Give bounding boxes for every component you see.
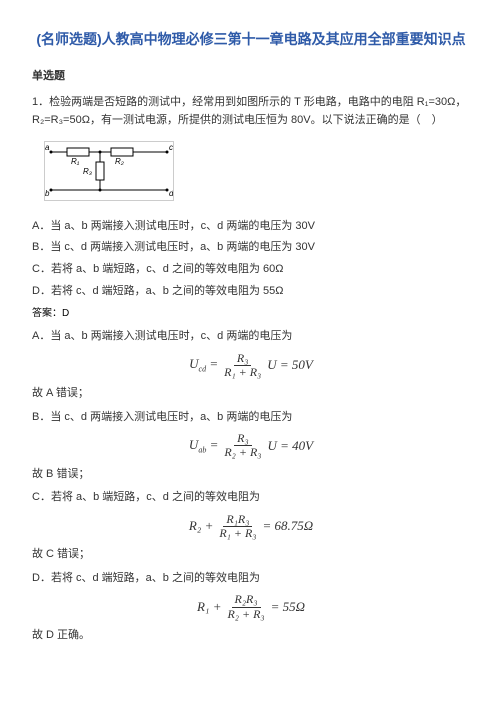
option-b: B．当 c、d 两端接入测试电压时，a、b 两端的电压为 30V [32,239,470,257]
svg-text:a: a [45,143,50,152]
option-a: A．当 a、b 两端接入测试电压时，c、d 两端的电压为 30V [32,218,470,236]
solution-c-head: C．若将 a、b 端短路，c、d 之间的等效电阻为 [32,489,470,507]
solution-a-formula: Ucd = R₃R₁ + R₃ U = 50V [32,352,470,379]
solution-a-head: A．当 a、b 两端接入测试电压时，c、d 两端的电压为 [32,328,470,346]
option-c: C．若将 a、b 端短路，c、d 之间的等效电阻为 60Ω [32,261,470,279]
solution-b-formula: Uab = R₃R₂ + R₃ U = 40V [32,432,470,459]
svg-text:R₃: R₃ [83,167,92,176]
answer-key: 答案：D [32,306,470,322]
svg-text:R₂: R₂ [115,157,124,166]
solution-d-formula: R₁ + R₂R₃R₂ + R₃ = 55Ω [32,593,470,620]
svg-text:b: b [45,189,50,198]
solution-c-formula: R₂ + R₁R₃R₁ + R₃ = 68.75Ω [32,513,470,540]
solution-d-tail: 故 D 正确。 [32,627,470,645]
svg-text:d: d [169,189,174,198]
solution-d-head: D．若将 c、d 端短路，a、b 之间的等效电阻为 [32,570,470,588]
svg-text:c: c [169,143,173,152]
solution-b-tail: 故 B 错误； [32,466,470,484]
page-title: (名师选题)人教高中物理必修三第十一章电路及其应用全部重要知识点 [32,28,470,50]
solution-b-head: B．当 c、d 两端接入测试电压时，a、b 两端的电压为 [32,409,470,427]
solution-c-tail: 故 C 错误； [32,546,470,564]
section-heading: 单选题 [32,68,470,86]
question-stem: 1．检验两端是否短路的测试中，经常用到如图所示的 T 形电路，电路中的电阻 R₁… [32,94,470,129]
option-d: D．若将 c、d 端短路，a、b 之间的等效电阻为 55Ω [32,283,470,301]
circuit-diagram: a b c d R₁ R₂ R₃ [44,141,174,201]
solution-a-tail: 故 A 错误； [32,385,470,403]
svg-text:R₁: R₁ [71,157,80,166]
